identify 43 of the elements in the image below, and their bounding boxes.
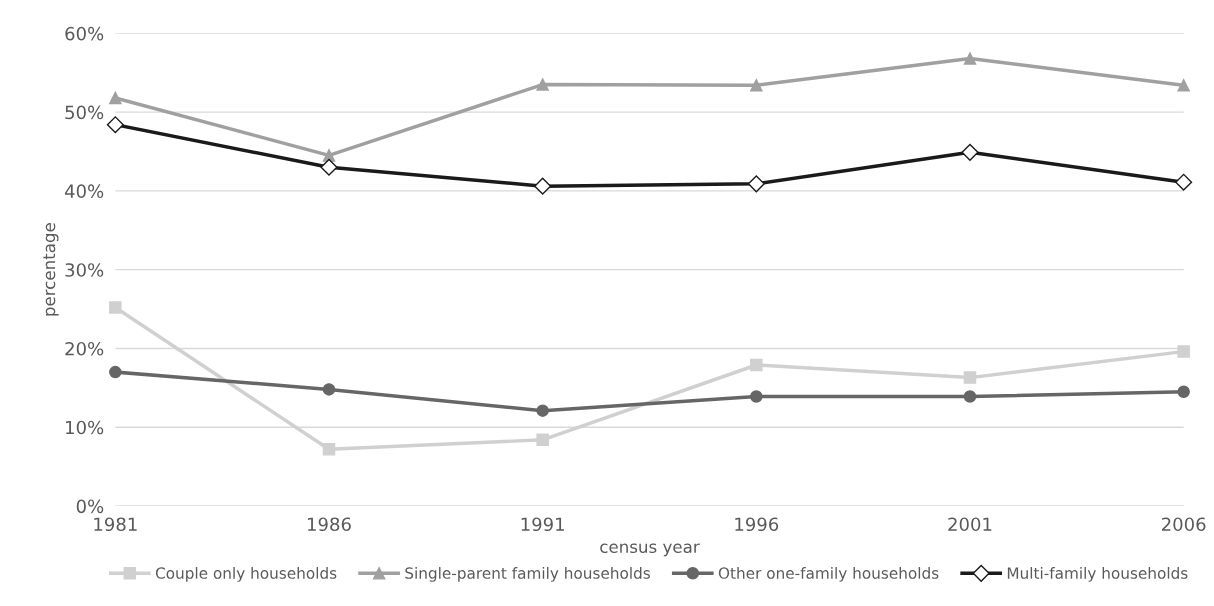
point xyxy=(963,390,977,403)
point xyxy=(750,79,763,92)
x-axis-title: census year xyxy=(600,543,700,557)
point xyxy=(963,52,977,65)
x-tick-label: 2001 xyxy=(948,517,992,532)
point xyxy=(109,365,122,379)
x-tick-label: 1996 xyxy=(735,517,779,532)
y-tick-label: 0% xyxy=(76,499,104,514)
legend-label: Single-parent family households xyxy=(405,567,650,582)
y-tick-label: 60% xyxy=(65,26,104,41)
y-axis-title: percentage xyxy=(43,223,59,316)
legend-label: Couple only households xyxy=(155,567,337,582)
point xyxy=(106,116,124,134)
point xyxy=(536,404,549,417)
legend-label: Multi-family households xyxy=(1007,567,1188,582)
point xyxy=(536,433,549,447)
point xyxy=(750,358,763,372)
x-tick-label: 1986 xyxy=(308,517,351,532)
point xyxy=(1177,345,1190,358)
point xyxy=(963,371,977,384)
point xyxy=(322,443,336,456)
point xyxy=(961,143,979,161)
x-tick-label: 1991 xyxy=(521,517,564,532)
point xyxy=(322,383,336,396)
point xyxy=(534,177,552,195)
y-tick-label: 30% xyxy=(65,263,104,277)
y-tick-label: 20% xyxy=(65,341,104,356)
point xyxy=(1177,79,1190,92)
point xyxy=(320,158,338,176)
point xyxy=(536,78,549,91)
point xyxy=(750,390,763,403)
legend-label: Other one-family households xyxy=(718,567,939,582)
y-tick-label: 10% xyxy=(66,420,104,435)
point xyxy=(109,301,122,314)
point xyxy=(1175,173,1193,191)
y-tick-label: 50% xyxy=(65,105,104,120)
point xyxy=(1177,385,1190,399)
point xyxy=(322,149,336,162)
x-tick-label: 1981 xyxy=(94,517,137,532)
y-tick-label: 40% xyxy=(64,184,104,199)
point xyxy=(747,175,765,193)
point xyxy=(109,91,122,105)
x-tick-label: 2006 xyxy=(1162,517,1206,532)
